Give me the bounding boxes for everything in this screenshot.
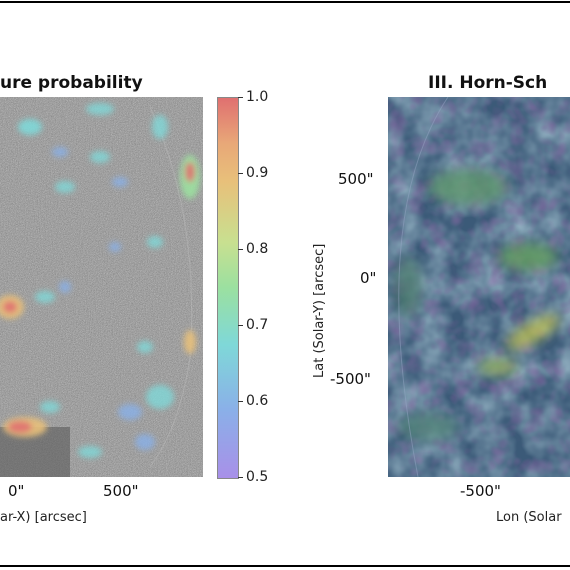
left-x-axis-label: ar-X) [arcsec] (0, 510, 87, 525)
colorbar-tickmark (238, 249, 243, 250)
colorbar-tick-0-9: 0.9 (246, 165, 269, 181)
left-x-tick-0: 0" (8, 482, 25, 500)
right-x-axis-label: Lon (Solar (496, 510, 562, 525)
magnetogram-image (0, 97, 203, 477)
right-x-tick-minus-500: -500" (460, 482, 501, 500)
colorbar-tickmark (238, 173, 243, 174)
colorbar-tick-0-6: 0.6 (246, 393, 269, 409)
colorbar-tickmark (238, 325, 243, 326)
colorbar (217, 97, 239, 479)
colorbar-tick-0-8: 0.8 (246, 241, 269, 257)
colorbar-tick-0-7: 0.7 (246, 317, 269, 333)
right-y-axis-label: Lat (Solar-Y) [arcsec] (312, 243, 327, 378)
colorbar-tick-0-5: 0.5 (246, 469, 269, 485)
top-border (0, 1, 570, 3)
left-panel-title: ure probability (0, 73, 143, 93)
colorbar-tickmark (238, 477, 243, 478)
magnetogram-map (0, 97, 203, 477)
right-y-tick-0: 0" (360, 269, 377, 287)
colorbar-tickmark (238, 401, 243, 402)
right-panel-title: III. Horn-Sch (428, 73, 548, 93)
colorbar-tick-1-0: 1.0 (246, 89, 269, 105)
right-y-tick-minus-500: -500" (330, 370, 371, 388)
left-x-tick-500: 500" (103, 482, 139, 500)
horn-schunck-map (388, 97, 570, 477)
colorbar-tickmark (238, 97, 243, 98)
bottom-border (0, 565, 570, 567)
horn-schunck-image (388, 97, 570, 477)
right-y-tick-500: 500" (338, 170, 374, 188)
